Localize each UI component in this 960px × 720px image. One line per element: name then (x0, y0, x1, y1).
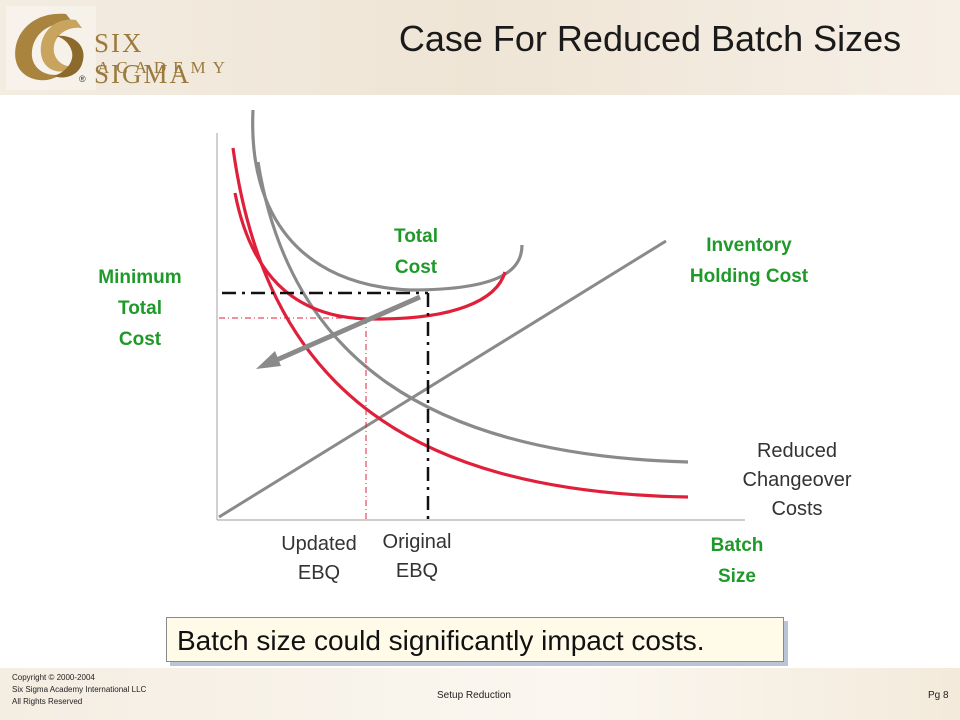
copyright-line2: Six Sigma Academy International LLC (12, 685, 147, 694)
key-message-callout: Batch size could significantly impact co… (166, 617, 784, 662)
minimum-total-cost-label: Minimum Total Cost (78, 262, 202, 355)
original-ebq-line1: Original (382, 531, 452, 553)
minimum-total-cost-line2: Total (118, 298, 162, 319)
original-changeover-cost-curve (256, 161, 689, 464)
shift-arrow-shaft (270, 294, 422, 365)
updated-ebq-line2: EBQ (297, 562, 341, 584)
total-cost-line1: Total (394, 226, 438, 247)
copyright-line3: All Rights Reserved (12, 697, 83, 706)
footer-section-title: Setup Reduction (437, 690, 511, 701)
original-total-cost-curve (251, 109, 524, 292)
minimum-total-cost-line3: Cost (118, 329, 162, 350)
inventory-holding-cost-label: Inventory Holding Cost (662, 230, 836, 292)
page-number: Pg 8 (928, 690, 949, 701)
original-ebq-label: Original EBQ (365, 528, 469, 586)
reduced-changeover-costs-label: Reduced Changeover Costs (720, 437, 874, 524)
original-ebq-line2: EBQ (395, 560, 439, 582)
total-cost-line2: Cost (394, 257, 438, 278)
company-logo: SIX SIGMA ACADEMY ® (6, 6, 236, 90)
footer-band (0, 668, 960, 720)
inventory-holding-cost-line1: Inventory (706, 235, 792, 256)
reduced-changeover-cost-curve (231, 147, 689, 499)
registered-mark: ® (79, 74, 86, 84)
inventory-holding-cost-line2: Holding Cost (689, 266, 809, 287)
reduced-changeover-costs-line2: Changeover (742, 469, 852, 491)
logo-text-line1: SIX SIGMA (94, 28, 192, 89)
copyright-notice: Copyright © 2000-2004 Six Sigma Academy … (12, 672, 146, 708)
header-band (0, 0, 960, 95)
page-title: Case For Reduced Batch Sizes (398, 18, 902, 59)
updated-ebq-line1: Updated (281, 533, 357, 555)
copyright-line1: Copyright © 2000-2004 (12, 673, 95, 682)
total-cost-label: Total Cost (366, 221, 466, 283)
reduced-changeover-costs-line3: Costs (771, 498, 823, 520)
updated-ebq-label: Updated EBQ (264, 530, 374, 588)
batch-size-line1: Batch (710, 535, 764, 556)
logo-swirl-icon (6, 6, 96, 90)
inventory-holding-cost-line (218, 239, 667, 519)
minimum-total-cost-line1: Minimum (98, 267, 182, 288)
reduced-changeover-costs-line1: Reduced (756, 440, 838, 462)
batch-size-label: Batch Size (690, 530, 784, 592)
logo-text-line2: ACADEMY (97, 58, 232, 77)
batch-size-line2: Size (717, 566, 757, 587)
shift-arrow-head-icon (256, 351, 281, 369)
